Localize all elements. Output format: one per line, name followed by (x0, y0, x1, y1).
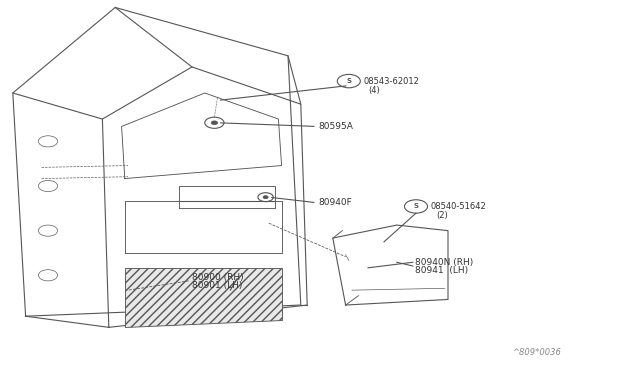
Text: 80940F: 80940F (319, 198, 353, 207)
Text: 80901 (LH): 80901 (LH) (192, 281, 243, 290)
Text: 80941  (LH): 80941 (LH) (415, 266, 468, 275)
Text: 80940N (RH): 80940N (RH) (415, 258, 473, 267)
Text: 80595A: 80595A (319, 122, 353, 131)
Text: 08543-62012: 08543-62012 (364, 77, 419, 86)
Text: 80900 (RH): 80900 (RH) (192, 273, 244, 282)
Circle shape (211, 121, 218, 125)
Text: (2): (2) (436, 211, 448, 220)
Text: (4): (4) (368, 86, 380, 94)
Text: S: S (413, 203, 419, 209)
Text: ^809*0036: ^809*0036 (512, 348, 561, 357)
Polygon shape (125, 268, 282, 327)
Text: S: S (346, 78, 351, 84)
Text: 08540-51642: 08540-51642 (431, 202, 486, 211)
Circle shape (263, 196, 268, 199)
